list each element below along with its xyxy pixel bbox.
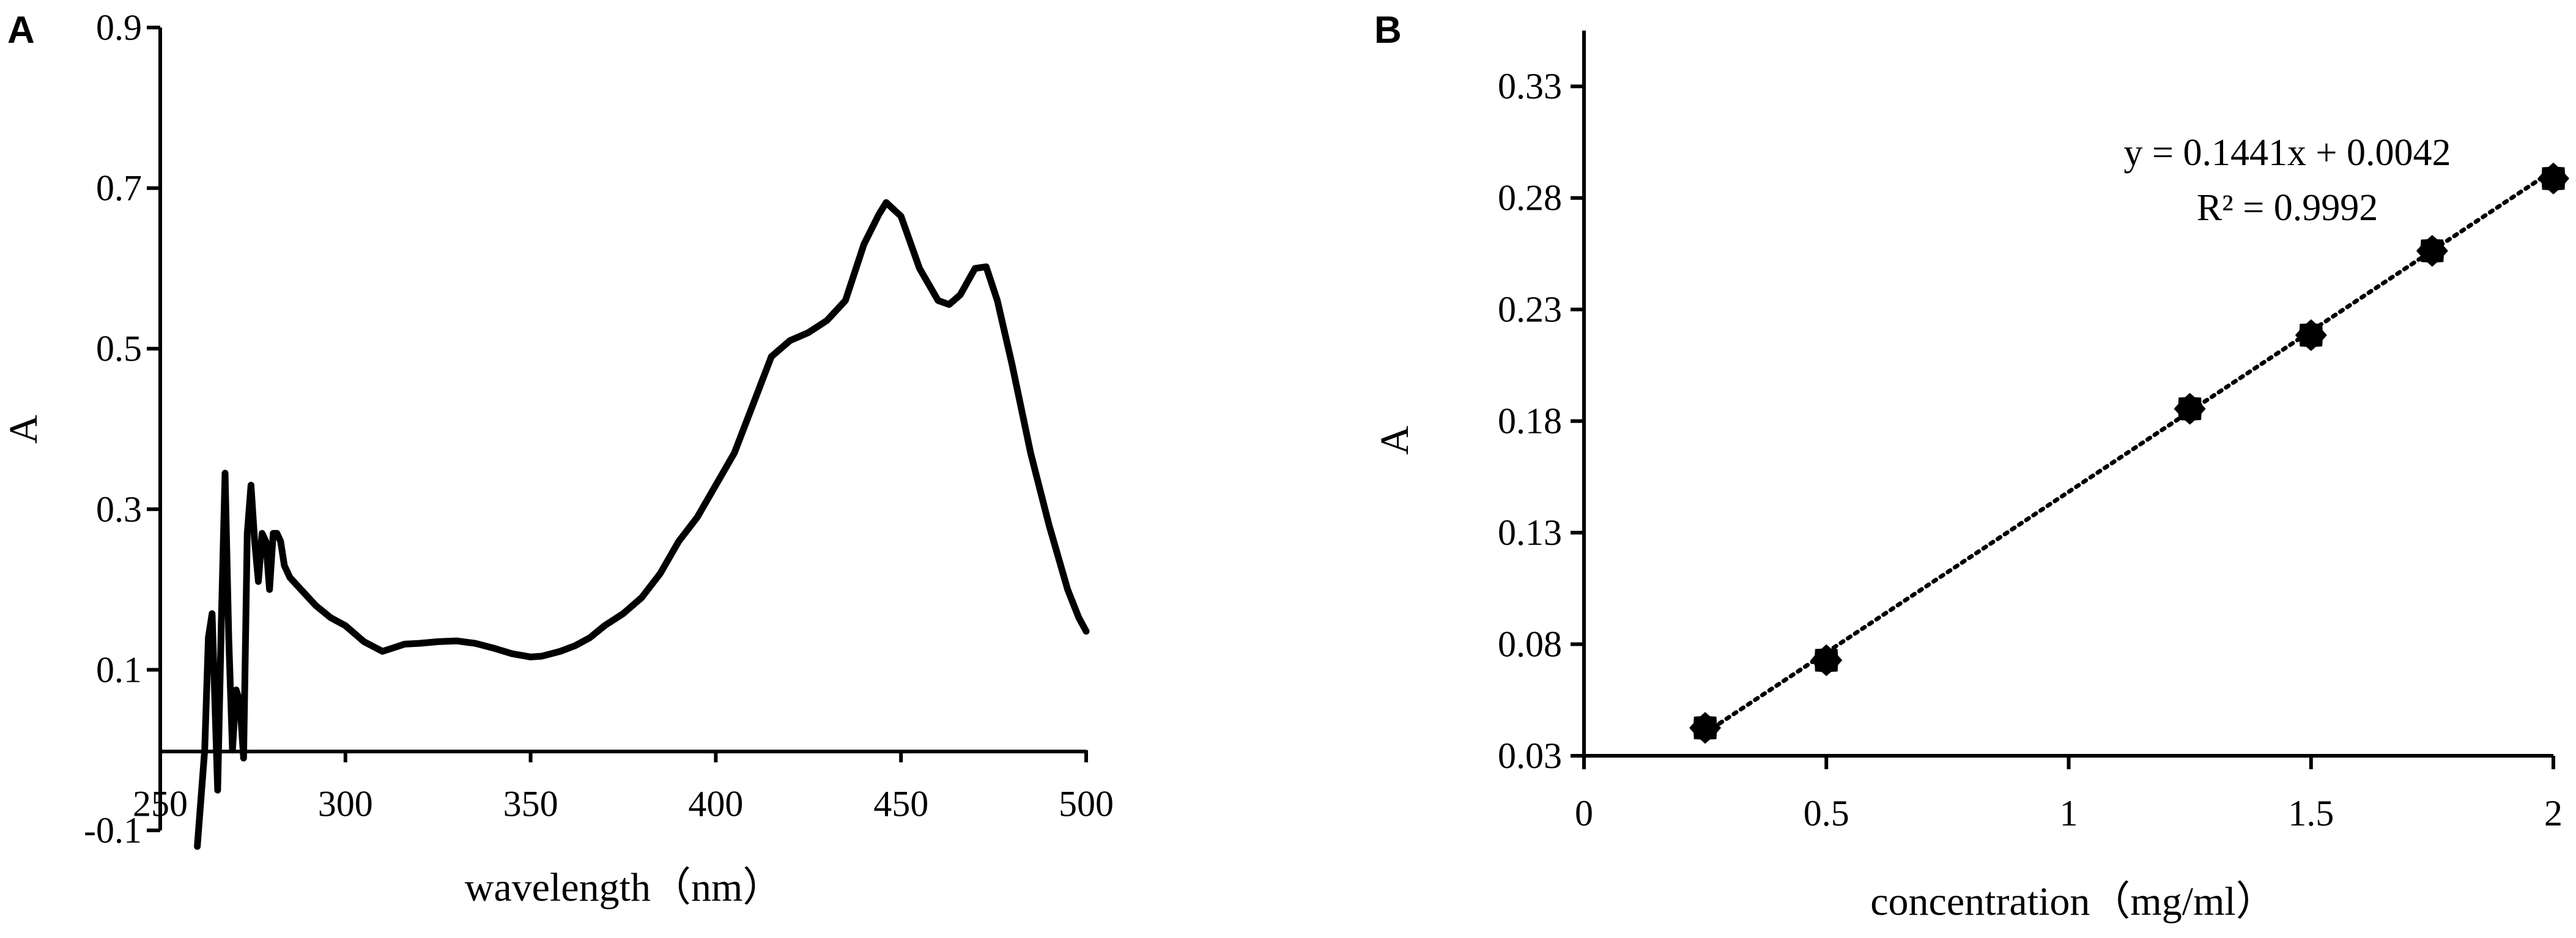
panel-a-y-tick-label: 0.7 (96, 168, 142, 209)
panel-b: B 0.03 0.08 0.13 0.18 0.23 0.28 0.33 0 0.5 1 1.5 2… (1372, 9, 2570, 924)
panel-a-x-tick-label: 400 (688, 784, 743, 824)
panel-b-trendline (1703, 168, 2556, 736)
panel-b-x-tick-label: 1 (2060, 793, 2078, 833)
panel-b-data-point (2537, 162, 2570, 194)
panel-a-x-tick-label: 500 (1059, 784, 1114, 824)
panel-a-y-tick-label: 0.9 (96, 7, 142, 48)
panel-b-y-tick-label: 0.03 (1498, 736, 1562, 776)
panel-b-y-tick-label: 0.08 (1498, 624, 1562, 665)
panel-b-x-axis-title: concentration（mg/ml） (1870, 879, 2276, 924)
panel-b-data-point (2295, 319, 2327, 352)
panel-b-x-tick-label: 2 (2544, 793, 2563, 833)
panel-b-data-point (1810, 644, 1843, 676)
panel-b-y-ticks: 0.03 0.08 0.13 0.18 0.23 0.28 0.33 (1498, 66, 1584, 776)
panel-b-data-point (2416, 235, 2448, 267)
panel-b-y-axis-title: A (1372, 426, 1417, 455)
panel-a: A -0.1 0.1 0.3 0.5 0.7 0.9 250 300 350 400 450 500… (1, 7, 1114, 910)
panel-letter-a: A (7, 9, 35, 51)
panel-b-x-ticks: 0 0.5 1 1.5 2 (1575, 756, 2563, 833)
panel-a-y-axis-title: A (1, 415, 46, 444)
panel-b-y-tick-label: 0.18 (1498, 401, 1562, 441)
regression-equation: y = 0.1441x + 0.0042 (2124, 132, 2451, 174)
panel-a-y-tick-label: 0.1 (96, 649, 142, 690)
panel-b-data-points (1689, 162, 2570, 744)
panel-b-y-tick-label: 0.23 (1498, 289, 1562, 330)
panel-a-x-tick-label: 350 (503, 784, 558, 824)
panel-b-y-tick-label: 0.13 (1498, 512, 1562, 553)
panel-a-y-tick-label: 0.5 (96, 328, 142, 369)
panel-b-y-tick-label: 0.28 (1498, 178, 1562, 218)
panel-a-x-ticks: 250 300 350 400 450 500 (133, 750, 1114, 824)
panel-b-data-point (2174, 393, 2206, 425)
panel-a-y-tick-label: -0.1 (84, 810, 142, 851)
panel-a-x-tick-label: 300 (318, 784, 373, 824)
panel-a-x-tick-label: 250 (133, 784, 188, 824)
panel-b-x-tick-label: 1.5 (2288, 793, 2334, 833)
panel-b-x-tick-label: 0 (1575, 793, 1593, 833)
r-squared-label: R² = 0.9992 (2197, 187, 2378, 229)
panel-b-x-tick-label: 0.5 (1804, 793, 1849, 833)
panel-a-x-tick-label: 450 (873, 784, 928, 824)
panel-b-y-tick-label: 0.33 (1498, 66, 1562, 106)
panel-a-y-tick-label: 0.3 (96, 489, 142, 530)
panel-b-data-point (1689, 712, 1722, 744)
panel-letter-b: B (1374, 9, 1402, 51)
panel-a-y-ticks: -0.1 0.1 0.3 0.5 0.7 0.9 (84, 7, 160, 851)
panel-a-x-axis-title: wavelength（nm） (465, 865, 783, 910)
panel-a-spectrum-line (194, 199, 1090, 850)
